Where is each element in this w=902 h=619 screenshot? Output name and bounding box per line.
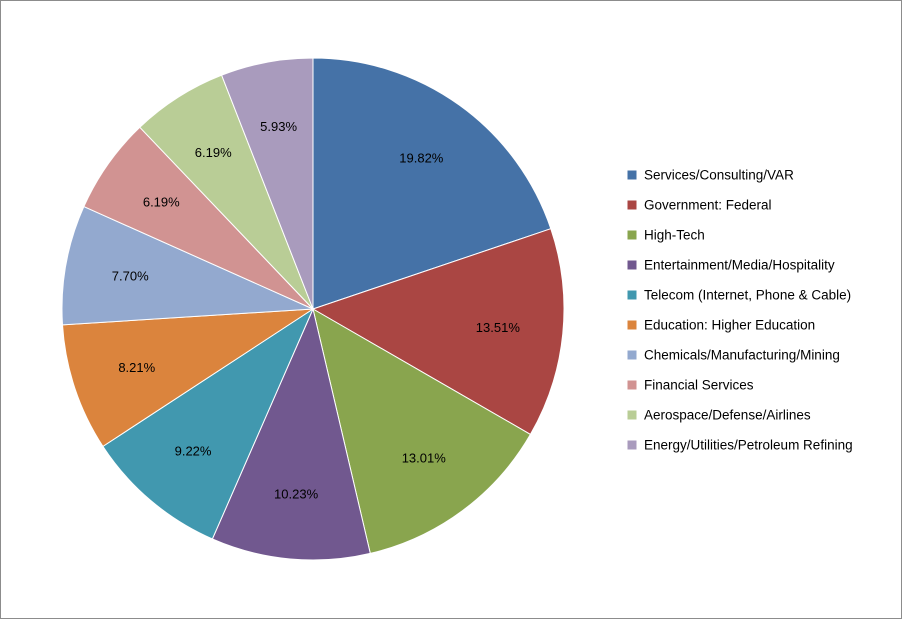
data-label-entertainment-media-hospitality: 10.23% [274,486,319,501]
legend-label-aerospace-defense-airlines: Aerospace/Defense/Airlines [644,408,811,423]
pie-slice-telecom-internet-phone-cable [102,307,315,540]
data-label-aerospace-defense-airlines: 6.19% [195,145,232,160]
legend-swatch-services-consulting-var [627,170,637,180]
legend-label-high-tech: High-Tech [644,228,705,243]
legend: Services/Consulting/VAR Government: Feder… [627,168,853,453]
legend-label-financial-services: Financial Services [644,378,754,393]
pie-slices [61,57,565,561]
legend-label-energy-utilities-petroleum-refining: Energy/Utilities/Petroleum Refining [644,438,853,453]
pie-slice-chemicals-manufacturing-mining [61,205,314,326]
pie-slice-energy-utilities-petroleum-refining [220,57,314,310]
data-label-energy-utilities-petroleum-refining: 5.93% [260,119,297,134]
data-label-financial-services: 6.19% [143,194,180,209]
legend-swatch-government-federal [627,200,637,210]
legend-swatch-entertainment-media-hospitality [627,260,637,270]
legend-label-government-federal: Government: Federal [644,198,772,213]
legend-label-entertainment-media-hospitality: Entertainment/Media/Hospitality [644,258,835,273]
legend-swatch-chemicals-manufacturing-mining [627,350,637,360]
legend-swatch-high-tech [627,230,637,240]
legend-label-chemicals-manufacturing-mining: Chemicals/Manufacturing/Mining [644,348,840,363]
legend-swatch-telecom-internet-phone-cable [627,290,637,300]
legend-swatch-financial-services [627,380,637,390]
legend-swatch-energy-utilities-petroleum-refining [627,440,637,450]
data-label-chemicals-manufacturing-mining: 7.70% [112,269,149,284]
legend-label-education-higher-education: Education: Higher Education [644,318,815,333]
data-label-government-federal: 13.51% [476,320,521,335]
data-label-telecom-internet-phone-cable: 9.22% [175,443,212,458]
pie-slice-government-federal [311,228,565,436]
legend-swatch-aerospace-defense-airlines [627,410,637,420]
pie-slice-education-higher-education [61,308,315,448]
pie-data-labels: 19.82% 13.51% 13.01% 10.23% 9.22% 8.21% 7.70% 6… [112,119,521,501]
pie-slice-entertainment-media-hospitality [211,307,371,561]
data-label-services-consulting-var: 19.82% [399,151,444,166]
data-label-high-tech: 13.01% [402,451,447,466]
legend-swatch-education-higher-education [627,320,637,330]
legend-label-services-consulting-var: Services/Consulting/VAR [644,168,794,183]
legend-label-telecom-internet-phone-cable: Telecom (Internet, Phone & Cable) [644,288,851,303]
data-label-education-higher-education: 8.21% [118,360,155,375]
pie-slice-services-consulting-var [312,57,552,310]
pie-slice-high-tech [312,307,532,554]
